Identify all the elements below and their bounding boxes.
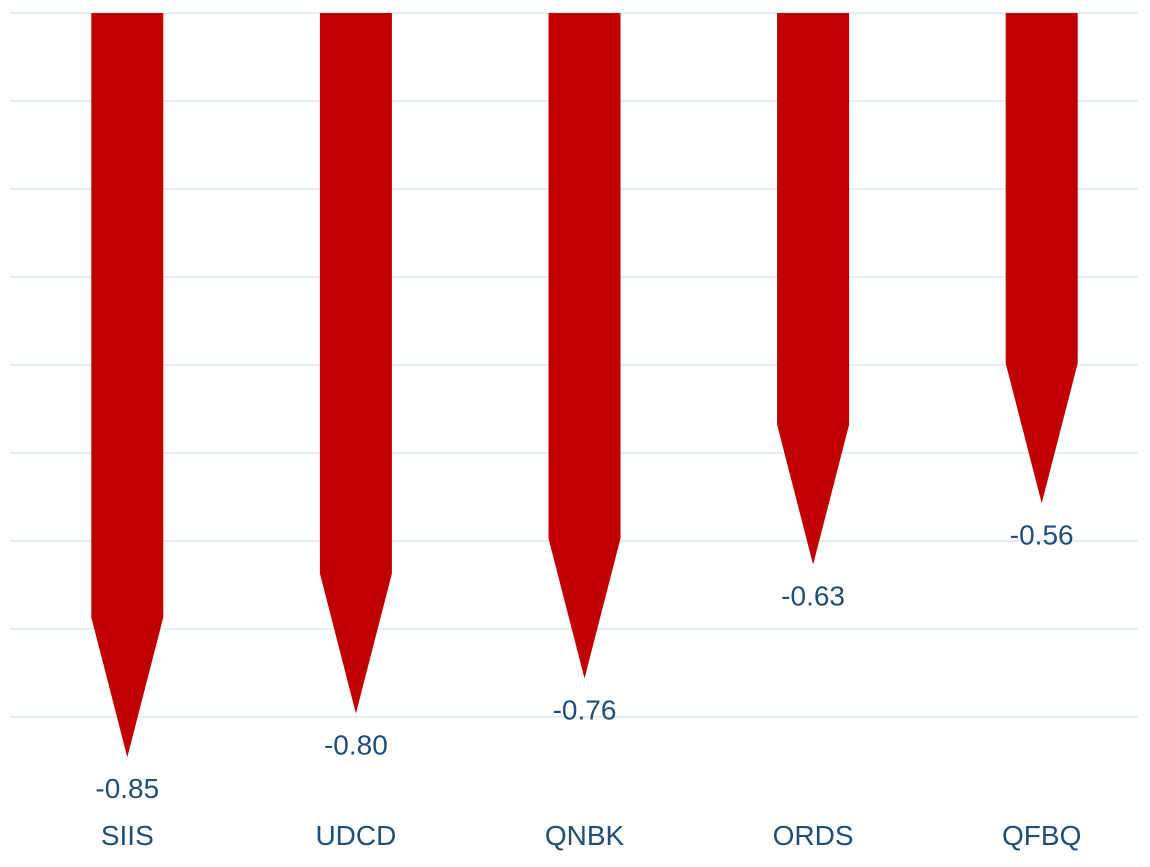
value-label-siis: -0.85 bbox=[95, 773, 159, 804]
bar-qnbk bbox=[548, 13, 621, 679]
category-axis-labels: SIIS UDCD QNBK ORDS QFBQ bbox=[101, 820, 1082, 851]
category-label-qfbq: QFBQ bbox=[1002, 820, 1081, 851]
bar-siis bbox=[91, 13, 164, 758]
category-label-siis: SIIS bbox=[101, 820, 154, 851]
category-label-udcd: UDCD bbox=[315, 820, 396, 851]
category-label-qnbk: QNBK bbox=[545, 820, 625, 851]
bars bbox=[91, 13, 1078, 758]
bar-udcd bbox=[319, 13, 392, 714]
value-label-ords: -0.63 bbox=[781, 581, 845, 612]
value-label-qnbk: -0.76 bbox=[553, 694, 617, 725]
bar-qfbq bbox=[1005, 13, 1078, 504]
bar-ords bbox=[777, 13, 850, 565]
value-label-qfbq: -0.56 bbox=[1010, 519, 1074, 550]
value-labels: -0.85 -0.80 -0.76 -0.63 -0.56 bbox=[95, 519, 1073, 804]
value-label-udcd: -0.80 bbox=[324, 729, 388, 760]
category-label-ords: ORDS bbox=[773, 820, 854, 851]
